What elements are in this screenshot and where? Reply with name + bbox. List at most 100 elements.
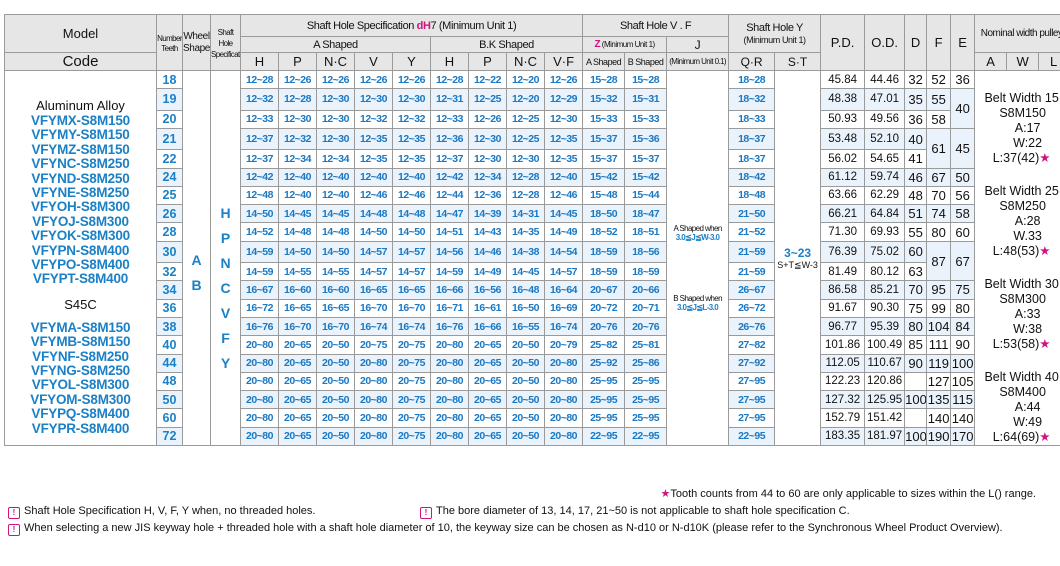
a-shaped-range: 20~75 xyxy=(392,353,431,373)
bk-shaped-range: 12~35 xyxy=(543,127,584,151)
qr-range: 27~95 xyxy=(728,408,776,428)
pd-value: 127.32 xyxy=(820,390,866,410)
z-a-range: 15~32 xyxy=(582,88,626,111)
model-code: VFYOH-S8M300 xyxy=(31,199,130,215)
tooth-count: 26 xyxy=(156,204,183,224)
qr-range: 21~52 xyxy=(728,222,776,242)
table-row: 48 20~80 20~65 20~50 20~80 20~75 20~80 20~65 20~… xyxy=(5,371,1060,392)
a-shaped-range: 12~40 xyxy=(278,167,317,187)
z-b-range: 25~81 xyxy=(624,335,668,355)
steel-label: S45C xyxy=(64,296,97,312)
a-shaped-range: 16~65 xyxy=(354,280,393,300)
a-shaped-range: 20~80 xyxy=(354,353,393,373)
z-a-range: 20~76 xyxy=(582,316,626,337)
a-shaped-range: 14~55 xyxy=(316,262,355,282)
j-b-formula: 3.0≦J≦L-3.0 xyxy=(677,303,719,312)
od-value: 80.12 xyxy=(864,262,906,282)
f-value: 135 xyxy=(926,390,952,410)
tooth-count: 21 xyxy=(156,127,183,151)
bk-vf-header: V·F xyxy=(543,52,584,71)
bk-nc-header: N·C xyxy=(506,52,545,71)
qr-range: 18~28 xyxy=(728,69,776,90)
f-value: 95 xyxy=(926,280,952,300)
qr-range: 27~82 xyxy=(728,335,776,355)
e-header: E xyxy=(950,14,976,71)
f-value: 52 xyxy=(926,69,952,90)
a-shaped-range: 12~40 xyxy=(316,167,355,187)
qr-range: 18~37 xyxy=(728,149,776,169)
a-shaped-range: 12~26 xyxy=(278,69,317,90)
f-value: 80 xyxy=(926,222,952,242)
z-b-range: 20~66 xyxy=(624,280,668,300)
shaft-hole-y-header: Shaft Hole Y (Minimum Unit 1) xyxy=(728,14,822,53)
z-b-range: 22~95 xyxy=(624,426,668,447)
table-row: 21 12~37 12~32 12~30 12~35 12~35 12~36 12~30 12~… xyxy=(5,127,1060,169)
bk-shaped-range: 12~34 xyxy=(468,167,507,187)
bk-shaped-range: 14~49 xyxy=(468,262,507,282)
bk-shaped-range: 14~45 xyxy=(506,262,545,282)
tooth-count: 20 xyxy=(156,109,183,129)
z-b-range: 20~71 xyxy=(624,298,668,318)
a-shaped-range: 14~45 xyxy=(316,204,355,224)
j-header: J xyxy=(666,36,730,53)
a-shaped-range: 12~42 xyxy=(240,167,279,187)
e-value: 75 xyxy=(950,280,976,300)
pd-value: 48.38 xyxy=(820,88,866,111)
belt-code: S8M250 xyxy=(999,199,1046,213)
qr-header: Q·R xyxy=(728,52,776,71)
od-value: 52.10 xyxy=(864,127,906,151)
model-code: VFYNE-S8M250 xyxy=(31,184,130,200)
bk-shaped-range: 20~80 xyxy=(543,390,584,410)
f-value: 70 xyxy=(926,185,952,206)
a-shaped-range: 20~80 xyxy=(354,426,393,447)
bk-shaped-range: 16~69 xyxy=(543,298,584,318)
j-a-formula: 3.0≦J≦W-3.0 xyxy=(675,233,720,242)
z-a-range: 25~82 xyxy=(582,335,626,355)
a-shaped-range: 16~76 xyxy=(240,316,279,337)
star-note: ★Tooth counts from 44 to 60 are only app… xyxy=(660,488,1036,500)
f-value: 119 xyxy=(926,353,952,373)
od-value: 62.29 xyxy=(864,185,906,206)
bk-shaped-range: 12~44 xyxy=(430,185,469,206)
bk-shaped-range: 12~31 xyxy=(430,88,469,111)
model-code: VFYOK-S8M300 xyxy=(31,228,130,244)
a-shaped-range: 14~50 xyxy=(392,222,431,242)
bk-shaped-range: 12~33 xyxy=(430,109,469,129)
pd-value: 112.05 xyxy=(820,353,866,373)
tooth-count: 60 xyxy=(156,408,183,428)
note-1: Shaft Hole Specification H, V, F, Y when… xyxy=(24,505,316,517)
a-shaped-range: 12~28 xyxy=(240,69,279,90)
table-row: 44 20~80 20~65 20~50 20~80 20~75 20~80 20~65 20~… xyxy=(5,353,1060,373)
a-shaped-range: 20~80 xyxy=(240,408,279,428)
bk-shaped-range: 20~80 xyxy=(543,353,584,373)
pd-value: 53.48 xyxy=(820,127,866,151)
a-shaped-range: 20~75 xyxy=(392,371,431,392)
bk-shaped-range: 20~50 xyxy=(506,390,545,410)
belt-width-title: Belt Width 25 xyxy=(984,184,1059,198)
bk-shaped-range: 14~39 xyxy=(468,204,507,224)
od-value: 47.01 xyxy=(864,88,906,111)
table-row: 34 16~67 16~60 16~60 16~65 16~65 16~66 16~56 16~… xyxy=(5,280,1060,300)
bk-shaped-range: 12~29 xyxy=(543,88,584,111)
bk-shaped-range: 16~64 xyxy=(543,280,584,300)
a-shaped-range: 12~30 xyxy=(316,109,355,129)
z-b-range: 18~51 xyxy=(624,222,668,242)
nw-l-header: L xyxy=(1038,52,1060,71)
a-shaped-range: 12~32 xyxy=(392,109,431,129)
a-shaped-range: 12~40 xyxy=(316,185,355,206)
a-shaped-range: 16~65 xyxy=(392,280,431,300)
f-value: 140 xyxy=(926,408,952,428)
z-a-range: 20~72 xyxy=(582,298,626,318)
a-shaped-range: 16~70 xyxy=(392,298,431,318)
note-row-1: ! Shaft Hole Specification H, V, F, Y whe… xyxy=(8,503,1054,520)
notes-area: ★Tooth counts from 44 to 60 are only app… xyxy=(8,486,1054,537)
bk-shaped-range: 20~65 xyxy=(468,408,507,428)
nw-w: W:22 xyxy=(1013,136,1043,150)
d-value: 100 xyxy=(904,426,928,447)
qr-range: 27~95 xyxy=(728,371,776,392)
pd-value: 183.35 xyxy=(820,426,866,447)
bk-shaped-range: 20~80 xyxy=(543,408,584,428)
a-shaped-range: 14~50 xyxy=(354,222,393,242)
bk-shaped-range: 20~80 xyxy=(543,371,584,392)
a-shaped-range: 12~26 xyxy=(316,69,355,90)
